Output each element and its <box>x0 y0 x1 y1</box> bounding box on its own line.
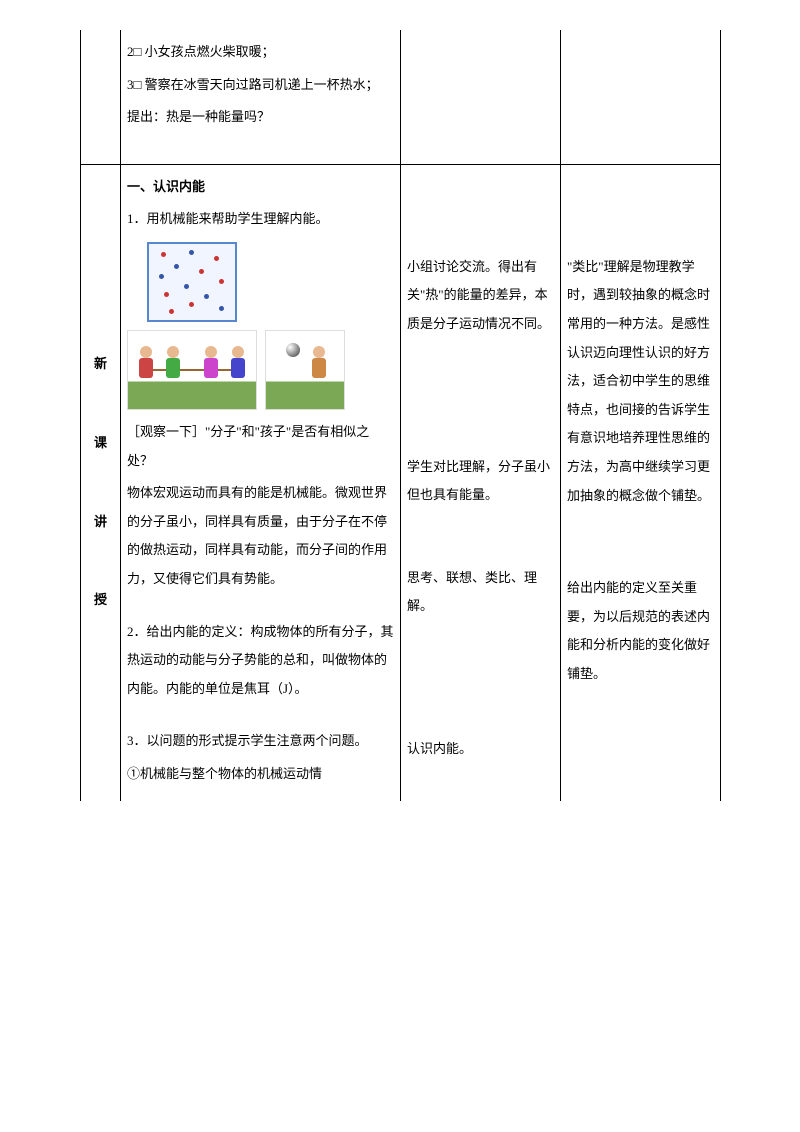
molecule-dot <box>164 292 169 297</box>
label-char: 讲 <box>94 508 107 537</box>
person-head <box>167 346 179 358</box>
table-row: 新 课 讲 授 一、认识内能 1．用机械能来帮助学生理解内能。 <box>81 164 721 800</box>
row-label-cell <box>81 30 121 164</box>
molecule-dot <box>189 302 194 307</box>
person-figure <box>228 346 248 381</box>
molecule-dot <box>204 294 209 299</box>
activity-text: 小组讨论交流。得出有关"热"的能量的差异，本质是分子运动情况不同。 <box>407 253 554 339</box>
molecule-dot <box>174 264 179 269</box>
spacer <box>127 707 394 727</box>
item-text: 警察在冰雪天向过路司机递上一杯热水； <box>141 77 378 92</box>
paragraph: 2．给出内能的定义：构成物体的所有分子，其热运动的动能与分子势能的总和，叫做物体… <box>127 618 394 704</box>
paragraph: ［观察一下］"分子"和"孩子"是否有相似之处？ <box>127 418 394 475</box>
molecule-dot <box>184 284 189 289</box>
person-figure <box>201 346 221 381</box>
person-body <box>231 358 245 378</box>
document-page: 2□ 小女孩点燃火柴取暖； 3□ 警察在冰雪天向过路司机递上一杯热水； 提出：热… <box>0 0 800 1132</box>
person-head <box>205 346 217 358</box>
person-body <box>312 358 326 378</box>
person-figure <box>309 346 329 381</box>
paragraph: 1．用机械能来帮助学生理解内能。 <box>127 205 394 234</box>
paragraph: ①机械能与整个物体的机械运动情 <box>127 760 394 789</box>
question-text: 提出：热是一种能量吗？ <box>127 103 394 132</box>
person-figure <box>163 346 183 381</box>
lesson-plan-table: 2□ 小女孩点燃火柴取暖； 3□ 警察在冰雪天向过路司机递上一杯热水； 提出：热… <box>80 30 721 801</box>
illustration-row <box>127 330 394 410</box>
molecule-dot <box>159 274 164 279</box>
person-body <box>204 358 218 378</box>
list-item: 3□ 警察在冰雪天向过路司机递上一杯热水； <box>127 71 394 100</box>
spacer <box>567 173 714 253</box>
activity-cell <box>401 30 561 164</box>
molecules-illustration <box>147 242 237 322</box>
ball-kick-illustration <box>265 330 345 410</box>
activity-text: 学生对比理解，分子虽小但也具有能量。 <box>407 453 554 510</box>
ball <box>286 343 300 357</box>
label-char: 课 <box>94 429 107 458</box>
person-head <box>313 346 325 358</box>
notes-text: 给出内能的定义至关重要，为以后规范的表述内能和分析内能的变化做好铺垫。 <box>567 574 714 688</box>
activity-text: 认识内能。 <box>407 735 554 764</box>
label-char: 授 <box>94 586 107 615</box>
item-text: 小女孩点燃火柴取暖； <box>141 44 274 59</box>
spacer <box>407 173 554 253</box>
section-title: 一、认识内能 <box>127 173 394 202</box>
molecule-dot <box>219 279 224 284</box>
molecule-dot <box>199 269 204 274</box>
notes-cell: "类比"理解是物理教学时，遇到较抽象的概念时常用的一种方法。是感性认识迈向理性认… <box>561 164 721 800</box>
paragraph: 物体宏观运动而具有的能是机械能。微观世界的分子虽小，同样具有质量，由于分子在不停… <box>127 479 394 593</box>
person-head <box>232 346 244 358</box>
main-content-cell: 一、认识内能 1．用机械能来帮助学生理解内能。 <box>121 164 401 800</box>
molecule-dot <box>189 250 194 255</box>
list-item: 2□ 小女孩点燃火柴取暖； <box>127 38 394 67</box>
molecule-dot <box>161 252 166 257</box>
molecule-dot <box>214 256 219 261</box>
person-body <box>139 358 153 378</box>
activity-cell: 小组讨论交流。得出有关"热"的能量的差异，本质是分子运动情况不同。 学生对比理解… <box>401 164 561 800</box>
spacer <box>127 598 394 618</box>
spacer <box>127 136 394 156</box>
notes-cell <box>561 30 721 164</box>
paragraph: 3．以问题的形式提示学生注意两个问题。 <box>127 727 394 756</box>
notes-text: "类比"理解是物理教学时，遇到较抽象的概念时常用的一种方法。是感性认识迈向理性认… <box>567 253 714 510</box>
section-label: 新 课 讲 授 <box>87 325 114 639</box>
spacer <box>567 514 714 574</box>
row-label-cell: 新 课 讲 授 <box>81 164 121 800</box>
person-figure <box>136 346 156 381</box>
person-head <box>140 346 152 358</box>
main-content-cell: 2□ 小女孩点燃火柴取暖； 3□ 警察在冰雪天向过路司机递上一杯热水； 提出：热… <box>121 30 401 164</box>
molecule-dot <box>219 306 224 311</box>
tug-of-war-illustration <box>127 330 257 410</box>
molecule-dot <box>169 309 174 314</box>
person-body <box>166 358 180 378</box>
spacer <box>407 514 554 564</box>
spacer <box>407 343 554 453</box>
table-row: 2□ 小女孩点燃火柴取暖； 3□ 警察在冰雪天向过路司机递上一杯热水； 提出：热… <box>81 30 721 164</box>
activity-text: 思考、联想、类比、理解。 <box>407 564 554 621</box>
label-char: 新 <box>94 350 107 379</box>
spacer <box>407 625 554 735</box>
